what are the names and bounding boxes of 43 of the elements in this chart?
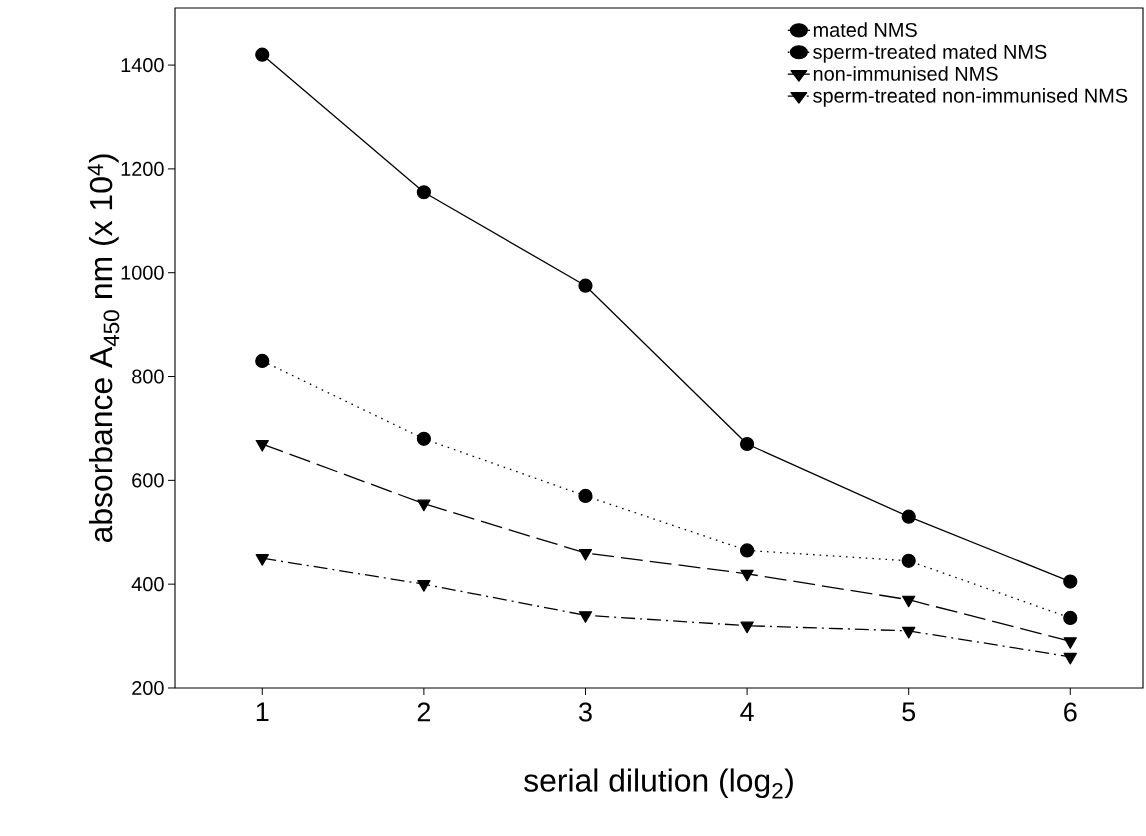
point — [417, 580, 431, 592]
point — [578, 488, 593, 504]
y-tick-label: 1000 — [121, 265, 164, 280]
point — [1063, 610, 1078, 626]
legend-label: sperm-treated non-immunised NMS — [813, 88, 1128, 107]
y-tick-label: 1400 — [121, 58, 164, 73]
x-tick-label: 2 — [417, 702, 431, 722]
point — [578, 548, 593, 561]
point — [417, 499, 431, 512]
point — [901, 553, 916, 568]
legend-label: mated NMS — [813, 22, 917, 37]
x-tick-label: 6 — [1064, 702, 1077, 722]
point — [255, 439, 269, 452]
x-tick-label: 4 — [740, 702, 754, 722]
point — [739, 436, 755, 452]
point — [902, 626, 916, 639]
point — [578, 278, 593, 293]
point — [902, 595, 916, 608]
point — [1063, 574, 1078, 589]
y-tick-label: 1200 — [121, 161, 164, 176]
legend-label: sperm-treated mated NMS — [813, 44, 1047, 63]
x-axis-title: serial dilution (log$_{2}$) — [524, 768, 793, 799]
point — [255, 353, 270, 369]
point — [740, 569, 754, 582]
y-tick-label: 600 — [132, 473, 164, 488]
y-tick-label: 800 — [132, 369, 164, 384]
point — [416, 185, 431, 200]
x-tick-label: 3 — [579, 702, 592, 722]
point — [578, 611, 593, 623]
y-tick-label: 200 — [132, 680, 164, 696]
y-axis-title: absorbance A$_{450}$ nm (x 10$^{4}$) — [87, 154, 120, 543]
point — [740, 621, 754, 634]
point — [739, 543, 755, 558]
x-tick-label: 5 — [902, 702, 916, 722]
point — [1063, 637, 1077, 649]
point — [901, 509, 916, 524]
x-tick-label: 1 — [256, 702, 269, 722]
point — [1063, 652, 1077, 665]
point — [255, 554, 269, 566]
point — [416, 431, 431, 446]
y-tick-label: 400 — [131, 577, 164, 592]
point — [255, 47, 270, 62]
legend-label: non-immunised NMS — [813, 66, 998, 81]
